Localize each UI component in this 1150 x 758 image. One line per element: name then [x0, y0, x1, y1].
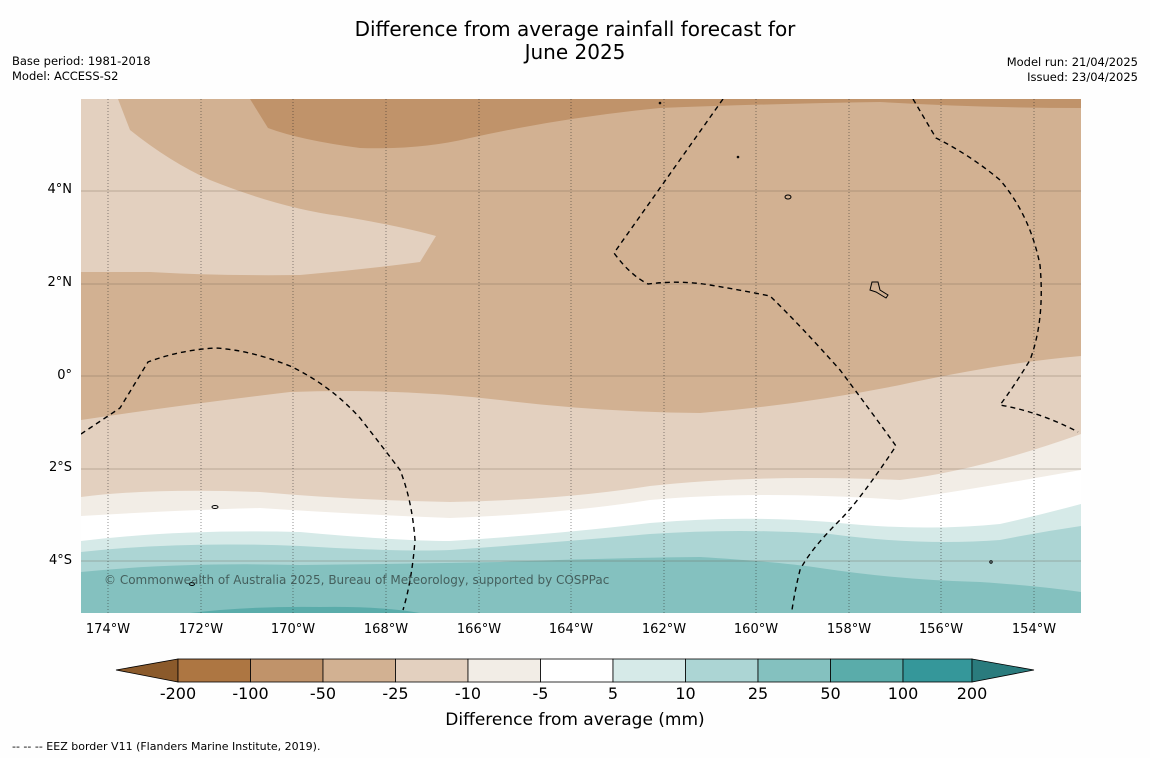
map-title-line1: Difference from average rainfall forecas… — [354, 17, 796, 41]
lat-label-2n: 2°N — [47, 275, 73, 290]
island-small-2 — [211, 505, 219, 509]
map-grid — [81, 190, 1081, 562]
colorbar-swatch-7 — [612, 658, 686, 683]
colorbar-label-minus25: -25 — [382, 684, 409, 703]
colorbar-label-100: 100 — [887, 684, 919, 703]
colorbar-swatch-1 — [177, 658, 251, 683]
base-period-text: Base period: 1981-2018 — [12, 54, 151, 68]
lon-label-168w: 168°W — [363, 622, 409, 637]
colorbar-label-5: 5 — [607, 684, 619, 703]
colorbar — [115, 658, 1035, 683]
model-text: Model: ACCESS-S2 — [12, 69, 119, 83]
lon-label-166w: 166°W — [456, 622, 502, 637]
contour-minus25-north — [81, 99, 436, 276]
colorbar-low-arrow — [115, 658, 179, 683]
lon-label-164w: 164°W — [548, 622, 594, 637]
colorbar-label-50: 50 — [820, 684, 841, 703]
island-small-3 — [189, 582, 195, 586]
colorbar-swatch-9 — [757, 658, 831, 683]
colorbar-swatch-2 — [250, 658, 324, 683]
colorbar-swatch-11 — [902, 658, 973, 683]
colorbar-label-10: 10 — [675, 684, 696, 703]
issued-text: Issued: 23/04/2025 — [1027, 70, 1138, 84]
colorbar-swatch-3 — [322, 658, 396, 683]
colorbar-label-minus10: -10 — [454, 684, 482, 703]
model-run-info: Model run: 21/04/2025 Issued: 23/04/2025 — [1007, 55, 1138, 85]
colorbar-title: Difference from average (mm) — [445, 710, 705, 730]
colorbar-label-minus100: -100 — [232, 684, 269, 703]
eez-borders — [81, 99, 1079, 611]
rainfall-contours — [81, 99, 1081, 613]
lon-label-172w: 172°W — [178, 622, 224, 637]
model-run-text: Model run: 21/04/2025 — [1006, 55, 1138, 69]
lon-label-170w: 170°W — [270, 622, 316, 637]
eez-border-east — [912, 99, 1079, 433]
map-title-line2: June 2025 — [524, 40, 626, 64]
copyright-notice: © Commonwealth of Australia 2025, Bureau… — [104, 573, 610, 587]
colorbar-label-minus5: -5 — [532, 684, 549, 703]
island-dot-1 — [658, 101, 662, 105]
lon-label-154w: 154°W — [1011, 622, 1057, 637]
colorbar-label-25: 25 — [747, 684, 769, 703]
island-small-1 — [784, 194, 792, 200]
island-kiritimati — [869, 281, 889, 299]
eez-border-west — [81, 347, 416, 611]
lon-label-174w: 174°W — [85, 622, 131, 637]
colorbar-swatch-8 — [685, 658, 759, 683]
colorbar-high-arrow — [971, 658, 1035, 683]
colorbar-label-minus200: -200 — [159, 684, 197, 703]
eez-border-central — [613, 99, 897, 611]
colorbar-swatch-10 — [830, 658, 904, 683]
lat-label-0: 0° — [57, 368, 72, 383]
lon-label-158w: 158°W — [826, 622, 872, 637]
colorbar-swatch-5 — [467, 658, 541, 683]
eez-legend-note: -- -- -- EEZ border V11 (Flanders Marine… — [12, 740, 321, 753]
map-title: Difference from average rainfall forecas… — [0, 18, 1150, 64]
lat-label-2s: 2°S — [48, 460, 72, 475]
lat-label-4s: 4°S — [48, 553, 72, 568]
colorbar-swatch-6 — [540, 658, 614, 683]
lat-label-4n: 4°N — [47, 182, 73, 197]
lon-label-156w: 156°W — [918, 622, 964, 637]
colorbar-label-minus50: -50 — [309, 684, 337, 703]
island-dot-3 — [989, 560, 993, 564]
lon-label-162w: 162°W — [641, 622, 687, 637]
island-dot-2 — [736, 155, 740, 159]
colorbar-label-200: 200 — [956, 684, 988, 703]
contour-plus25 — [81, 557, 1081, 613]
colorbar-swatch-4 — [395, 658, 469, 683]
contour-minus100 — [250, 99, 1081, 149]
lon-label-160w: 160°W — [733, 622, 779, 637]
contour-plus50 — [190, 606, 420, 613]
islands — [189, 101, 993, 586]
base-period-info: Base period: 1981-2018 Model: ACCESS-S2 — [12, 54, 151, 84]
